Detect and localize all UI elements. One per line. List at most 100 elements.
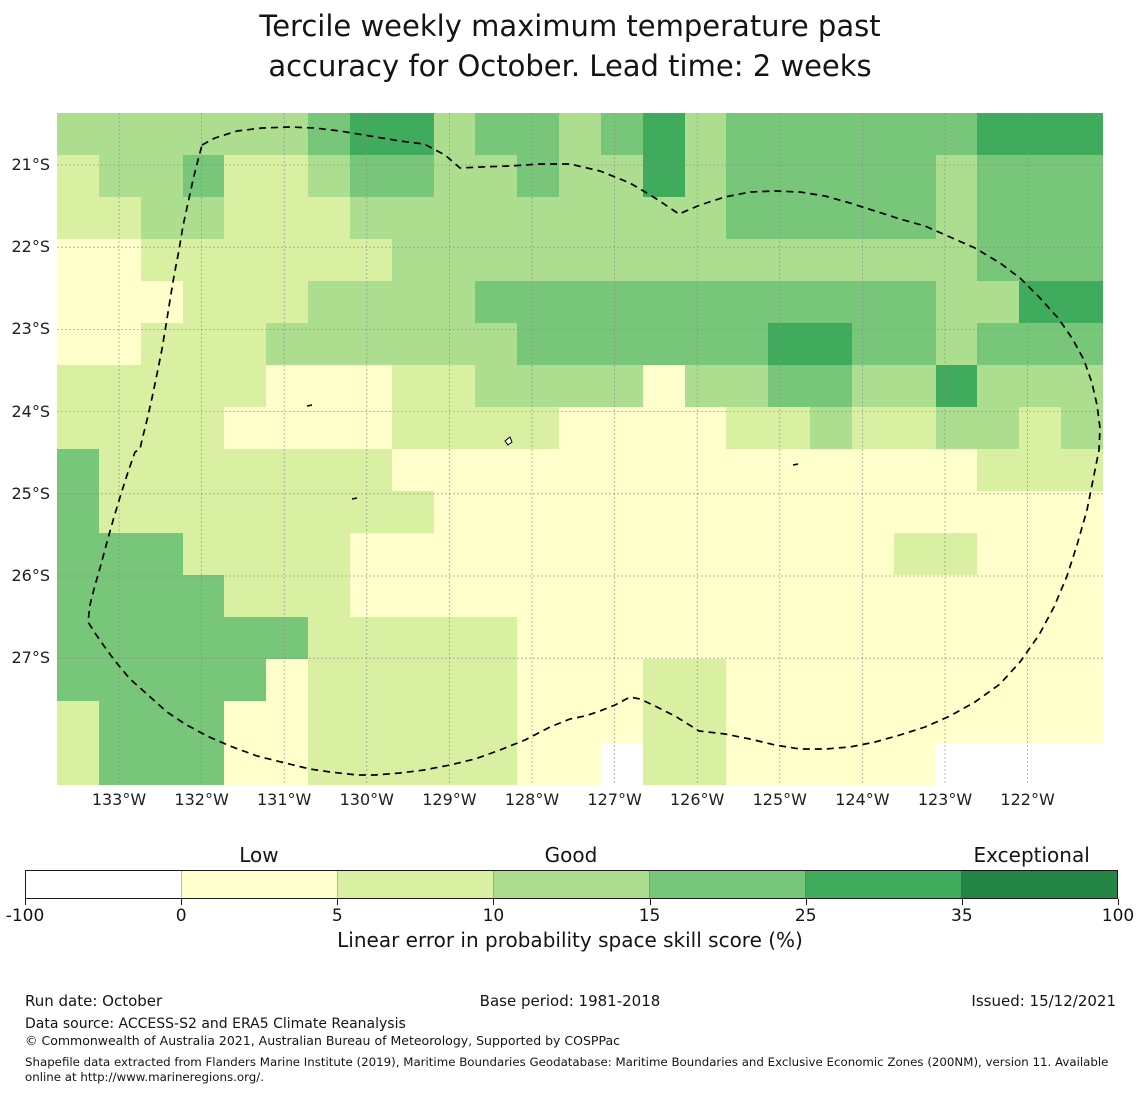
grid-cell [935,197,978,239]
grid-cell [642,281,685,323]
grid-cell [308,365,350,407]
grid-cell [851,197,894,239]
lon-tick-label: 130°W [339,790,394,809]
grid-cell [935,113,978,155]
grid-cell [266,575,309,617]
grid-cell [349,197,392,239]
lon-tick-label: 123°W [917,790,973,809]
grid-cell [182,659,225,701]
grid-cell [517,113,560,155]
grid-cell [810,113,852,155]
grid-cell [977,533,1020,575]
grid-cell [893,533,936,575]
island-mark [351,497,358,500]
grid-cell [475,491,518,533]
grid-cell [98,617,141,659]
grid-cell [600,365,643,407]
grid-cell [559,113,601,155]
grid-cell [684,491,727,533]
colorbar-segment [962,871,1117,898]
colorbar-segment [494,871,650,898]
grid-cell [684,449,727,491]
grid-cell [57,743,99,785]
grid-cell [810,575,852,617]
grid-cell [391,491,434,533]
grid-cell [182,365,225,407]
grid-cell [224,449,267,491]
grid-cell [1061,575,1103,617]
grid-cell [224,659,267,701]
grid-cell [308,743,350,785]
colorbar-segment [338,871,494,898]
grid-cell [517,323,560,365]
grid-cell [475,575,518,617]
grid-cell [1061,743,1103,785]
grid-cell [349,617,392,659]
grid-cell [935,533,978,575]
grid-cell [517,365,560,407]
grid-cell [57,575,99,617]
grid-cell [642,533,685,575]
island-outline [504,436,513,446]
grid-cell [140,617,183,659]
grid-cell [308,323,350,365]
grid-cell [684,533,727,575]
colorbar-tick-label: 100 [1101,906,1135,926]
grid-cell [182,575,225,617]
grid-cell [391,155,434,197]
grid-cell [57,323,99,365]
grid-cell [266,533,309,575]
grid-cell [98,365,141,407]
grid-cell [391,407,434,449]
grid-cell [684,281,727,323]
colorbar-tick-label: 25 [794,906,817,926]
grid-cell [266,617,309,659]
grid-cell [684,701,727,743]
grid-cell [726,743,769,785]
grid-cell [559,659,601,701]
grid-cell [308,155,350,197]
grid-cell [349,239,392,281]
grid-cell [642,701,685,743]
run-date-text: Run date: October [25,992,163,1010]
grid-cell [1019,365,1062,407]
grid-cell [140,491,183,533]
grid-cell [349,407,392,449]
colorbar-tick [337,899,339,905]
lon-tick-label: 125°W [752,790,807,809]
grid-cell [1061,701,1103,743]
grid-cell [57,491,99,533]
grid-cell [977,701,1020,743]
grid-cell [224,743,267,785]
grid-cell [224,533,267,575]
colorbar-tick-label: 15 [638,906,661,926]
colorbar-tick [493,899,495,905]
grid-cell [1061,281,1103,323]
grid-cell [1019,113,1062,155]
grid-cell [475,281,518,323]
grid-cell [768,323,811,365]
grid-cell [182,239,225,281]
grid-cell [935,281,978,323]
grid-cell [935,617,978,659]
grid-cell [140,197,183,239]
grid-cell [308,449,350,491]
grid-cell [768,281,811,323]
grid-cell [600,491,643,533]
grid-cell [182,701,225,743]
lon-tick-label: 126°W [670,790,725,809]
grid-cell [266,281,309,323]
grid-cell [851,617,894,659]
lat-tick-label: 25°S [11,483,50,503]
grid-cell [1061,239,1103,281]
grid-cell [768,617,811,659]
grid-cell [475,449,518,491]
grid-cell [391,533,434,575]
grid-cell [977,281,1020,323]
grid-cell [977,323,1020,365]
grid-cell [391,743,434,785]
grid-cell [391,701,434,743]
grid-cell [140,575,183,617]
grid-cell [726,155,769,197]
grid-cell [642,743,685,785]
